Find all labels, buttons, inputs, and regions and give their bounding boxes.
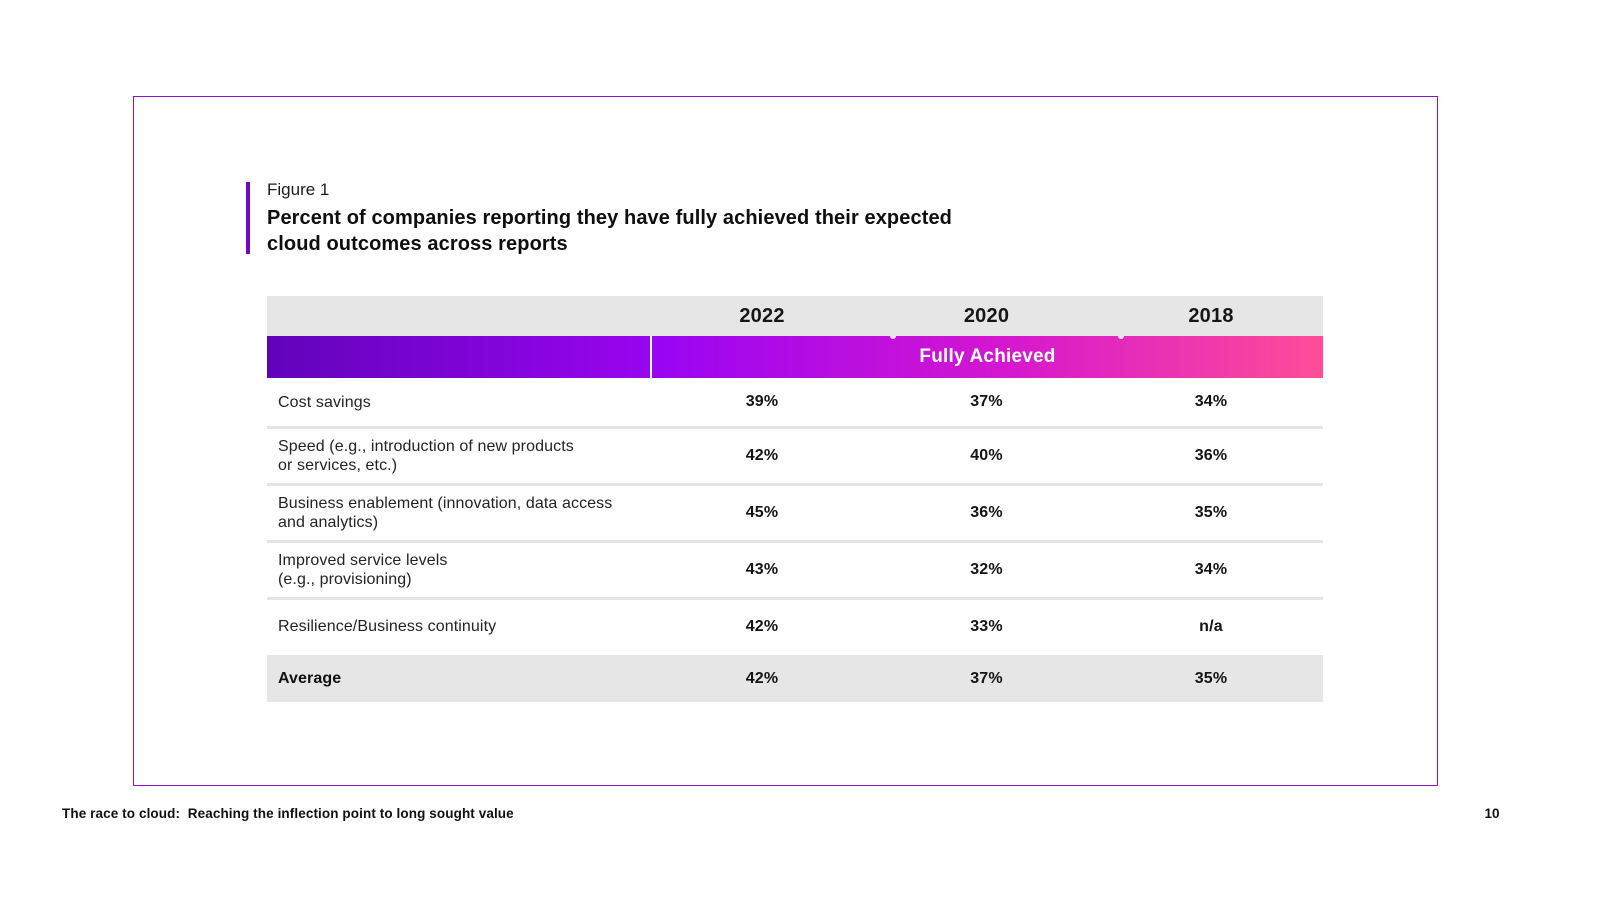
row-separator	[267, 540, 1323, 543]
row-label: Cost savings	[278, 393, 371, 411]
row-value: 32%	[970, 561, 1003, 578]
row-separator	[267, 483, 1323, 486]
outcomes-table: 2022 2020 2018 Fully Achieved Cost savin…	[267, 296, 1323, 702]
column-header-2020: 2020	[963, 304, 1010, 327]
table-header-row: 2022 2020 2018	[267, 296, 1323, 336]
row-value: 39%	[745, 393, 779, 410]
brace-tick-icon	[890, 336, 896, 339]
page-number: 10	[1484, 806, 1500, 821]
column-header-2022: 2022	[739, 304, 785, 327]
row-label: Business enablement (innovation, data ac…	[278, 495, 613, 531]
brace-tick-icon	[1118, 336, 1124, 339]
figure-title: Percent of companies reporting they have…	[267, 207, 952, 255]
row-value: 36%	[1194, 447, 1228, 464]
row-label: Improved service levels (e.g., provision…	[278, 552, 448, 588]
row-value: 37%	[970, 393, 1003, 410]
average-row: Average 42% 37% 35%	[267, 655, 1323, 702]
row-value: 42%	[745, 447, 779, 464]
row-gap	[267, 653, 1323, 655]
row-label: Speed (e.g., introduction of new product…	[278, 438, 574, 474]
band-divider	[650, 336, 652, 378]
row-value: 45%	[745, 504, 779, 521]
footer-report-title: The race to cloud: Reaching the inflecti…	[62, 806, 514, 821]
row-value: 43%	[745, 561, 779, 578]
table-row: Cost savings 39% 37% 34%	[267, 378, 1323, 426]
row-value: 36%	[970, 504, 1003, 521]
fully-achieved-band: Fully Achieved	[267, 336, 1323, 378]
row-separator	[267, 426, 1323, 429]
row-value: 40%	[970, 447, 1003, 464]
table-row: Business enablement (innovation, data ac…	[267, 486, 1323, 540]
column-header-2018: 2018	[1188, 304, 1234, 327]
accent-bar	[246, 182, 250, 254]
row-value: 42%	[745, 617, 779, 635]
row-value: 33%	[970, 617, 1003, 635]
average-label: Average	[278, 670, 342, 687]
row-value: 35%	[1194, 504, 1228, 521]
row-value: 34%	[1194, 561, 1228, 578]
table-row: Resilience/Business continuity 42% 33% n…	[267, 600, 1323, 653]
table-row: Speed (e.g., introduction of new product…	[267, 429, 1323, 483]
row-value: n/a	[1199, 617, 1223, 635]
figure-header: Figure 1 Percent of companies reporting …	[246, 179, 967, 257]
table-row: Improved service levels (e.g., provision…	[267, 543, 1323, 597]
row-value: 34%	[1194, 393, 1228, 410]
average-value: 42%	[745, 669, 779, 687]
average-value: 37%	[970, 669, 1003, 687]
row-separator	[267, 597, 1323, 600]
row-label: Resilience/Business continuity	[278, 618, 497, 635]
band-label: Fully Achieved	[919, 346, 1056, 367]
average-value: 35%	[1194, 669, 1228, 687]
figure-label: Figure 1	[267, 180, 330, 199]
